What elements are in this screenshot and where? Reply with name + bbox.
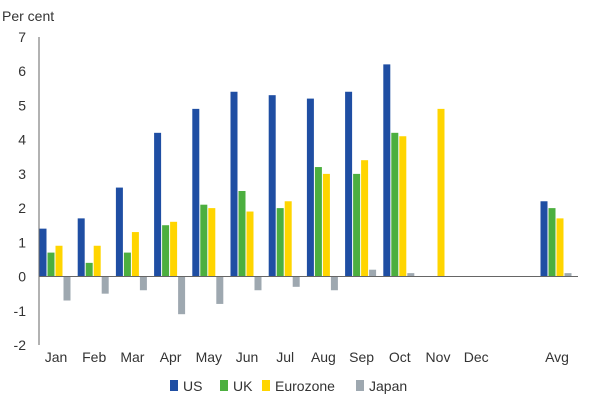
bar-uk-apr [162,225,170,277]
x-tick-label: Apr [160,349,182,365]
bar-us-jan [39,228,47,277]
bar-uk-jan [47,252,55,277]
legend-swatch-eurozone [262,380,270,391]
bar-us-apr [154,132,162,277]
x-tick-label: Nov [426,349,451,365]
bar-uk-may [200,204,208,277]
y-tick-label: 1 [18,234,26,250]
bar-japan-jan [63,276,71,301]
bar-japan-aug [330,276,338,291]
bar-japan-mar [139,276,147,291]
bar-japan-may [216,276,224,304]
bar-japan-jun [254,276,262,291]
bar-uk-avg [548,208,556,277]
y-tick-labels: -2 -1 0 1 2 3 4 5 6 7 [14,29,27,353]
bar-eurozone-jul [284,201,292,277]
bar-us-jul [268,95,276,277]
y-tick-label: 4 [18,132,26,148]
y-tick-label: 6 [18,63,26,79]
x-tick-label: May [196,349,222,365]
bar-japan-oct [407,273,415,277]
x-tick-label: Sep [349,349,374,365]
x-tick-label: Jun [236,349,259,365]
y-tick-label: -2 [14,337,27,353]
x-tick-label: Aug [311,349,336,365]
x-tick-label: Jul [276,349,294,365]
bar-eurozone-feb [93,245,101,277]
bar-uk-oct [391,132,399,277]
y-tick-label: 7 [18,29,26,45]
bar-us-feb [77,218,85,277]
bar-us-mar [115,187,123,277]
legend-swatch-uk [220,380,228,391]
legend-label-us: US [183,378,202,394]
x-tick-label: Avg [545,349,569,365]
x-tick-label: Oct [389,349,411,365]
legend-swatch-us [170,380,178,391]
legend-label-eurozone: Eurozone [275,378,335,394]
y-tick-label: -1 [14,303,27,319]
bar-us-avg [540,201,548,277]
bar-eurozone-aug [322,173,330,277]
legend-label-japan: Japan [369,378,407,394]
bar-japan-jul [292,276,300,287]
bar-eurozone-apr [170,221,178,277]
bar-us-sep [345,91,353,277]
bar-eurozone-avg [556,218,564,277]
bar-us-aug [306,98,314,277]
y-axis-label: Per cent [2,8,54,24]
x-tick-label: Jan [45,349,68,365]
bar-us-oct [383,64,391,277]
bar-us-jun [230,91,238,277]
bar-eurozone-mar [131,232,139,277]
bar-eurozone-oct [399,136,407,277]
bar-us-may [192,108,200,277]
bar-uk-sep [353,173,361,277]
y-tick-label: 5 [18,97,26,113]
y-tick-label: 3 [18,166,26,182]
legend-swatch-japan [356,380,364,391]
bar-japan-sep [369,269,377,277]
x-tick-label: Mar [120,349,144,365]
y-tick-label: 2 [18,200,26,216]
bar-uk-feb [85,262,93,277]
bar-japan-avg [564,273,572,277]
legend-label-uk: UK [233,378,253,394]
bar-japan-feb [101,276,109,294]
legend: US UK Eurozone Japan [170,378,407,394]
bar-eurozone-nov [437,108,445,277]
bar-uk-jun [238,191,246,277]
x-tick-label: Dec [464,349,489,365]
bar-japan-apr [178,276,186,315]
x-tick-labels: Jan Feb Mar Apr May Jun Jul Aug Sep Oct Nov Dec Avg [45,349,569,365]
bar-uk-jul [276,208,284,277]
bar-uk-aug [314,167,322,277]
y-tick-label: 0 [18,269,26,285]
bar-eurozone-jan [55,245,63,277]
bar-eurozone-sep [361,160,369,277]
bar-uk-mar [123,252,131,277]
bar-eurozone-jun [246,211,254,277]
bar-eurozone-may [208,208,216,277]
x-tick-label: Feb [82,349,106,365]
bars [39,64,572,315]
